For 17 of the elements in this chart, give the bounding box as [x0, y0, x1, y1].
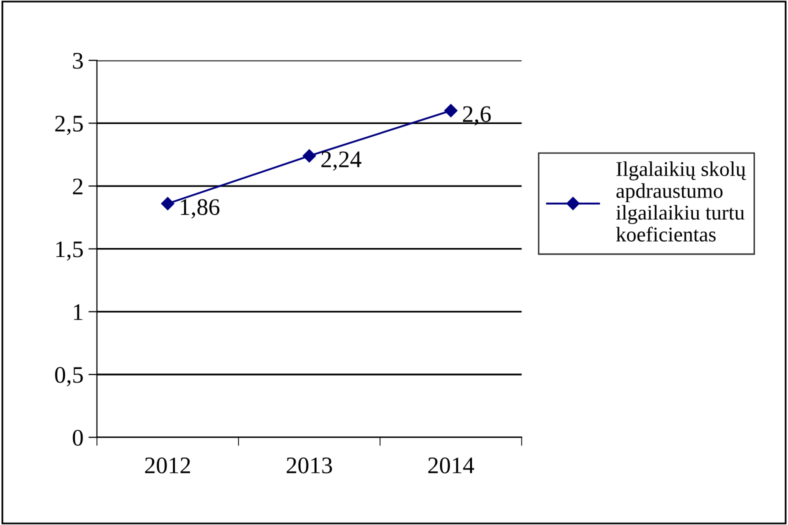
y-tick-label: 3: [73, 52, 83, 69]
data-label: 2,6: [463, 106, 491, 126]
x-tick-label: 2012: [145, 457, 190, 474]
point: [444, 104, 458, 118]
point: [161, 197, 174, 210]
y-tick-label: 0: [72, 430, 83, 446]
y-tick-label: 1: [74, 304, 82, 320]
data-label: 1,86: [180, 199, 220, 218]
y-tick-label: 1,5: [56, 241, 83, 261]
data-label: 2,24: [321, 151, 362, 171]
y-tick-label: 2: [72, 178, 82, 194]
point: [302, 149, 316, 162]
legend-label: Ilgalaikių skolų apdraustumo ilgailaikiu turtu koeficientas: [616, 161, 746, 242]
y-tick-label: 2,5: [55, 116, 83, 136]
y-tick-label: 0,5: [55, 366, 83, 386]
x-tick-label: 2013: [286, 457, 332, 474]
x-tick-label: 2014: [428, 457, 474, 474]
